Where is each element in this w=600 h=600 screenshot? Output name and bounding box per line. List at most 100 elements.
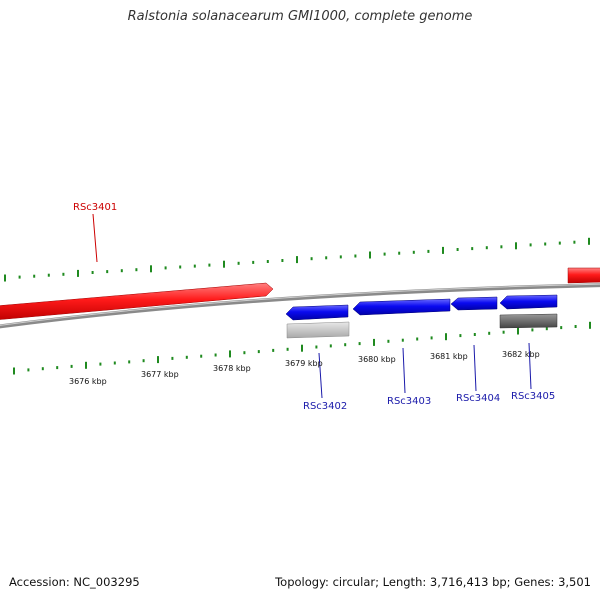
lower-tick bbox=[128, 360, 131, 364]
upper-tick bbox=[456, 248, 459, 251]
lower-tick bbox=[185, 355, 188, 359]
upper-tick bbox=[193, 264, 196, 268]
lower-tick bbox=[301, 344, 303, 352]
leader-rsc3403 bbox=[402, 347, 406, 394]
lower-tick bbox=[488, 331, 491, 335]
lower-tick bbox=[329, 344, 332, 348]
upper-tick bbox=[398, 251, 401, 255]
upper-tick bbox=[529, 243, 532, 247]
gene-arrow-rsc3402[interactable] bbox=[285, 304, 349, 321]
lower-tick bbox=[531, 328, 534, 332]
upper-tick bbox=[91, 271, 94, 274]
gene-arrow-rsc3405[interactable] bbox=[499, 294, 558, 310]
genome-backbone-highlight bbox=[0, 283, 600, 326]
upper-tick bbox=[62, 272, 65, 276]
scale-label-3678: 3678 kbp bbox=[213, 364, 251, 373]
upper-tick bbox=[544, 242, 547, 246]
lower-tick bbox=[545, 327, 548, 331]
gene-arrow-next-forward[interactable] bbox=[567, 267, 600, 284]
accession-text: Accession: NC_003295 bbox=[9, 575, 140, 589]
lower-tick bbox=[517, 327, 519, 335]
leader-rsc3404 bbox=[473, 344, 477, 392]
upper-tick bbox=[588, 237, 590, 245]
upper-tick bbox=[296, 256, 298, 264]
lower-tick bbox=[243, 351, 246, 355]
lower-tick bbox=[200, 354, 203, 358]
lower-tick bbox=[157, 356, 159, 364]
gene-label-rsc3403[interactable]: RSc3403 bbox=[387, 396, 431, 407]
leader-rsc3405 bbox=[528, 342, 532, 390]
lower-tick bbox=[70, 364, 73, 368]
upper-tick bbox=[120, 269, 123, 273]
upper-tick bbox=[164, 266, 167, 270]
scale-label-3679: 3679 kbp bbox=[285, 359, 323, 368]
upper-tick bbox=[573, 240, 576, 244]
gene-arrow-rsc3401[interactable] bbox=[0, 282, 274, 320]
upper-tick bbox=[135, 268, 138, 272]
lower-tick bbox=[85, 361, 87, 369]
upper-tick bbox=[150, 265, 152, 273]
lower-tick bbox=[315, 345, 318, 349]
lower-tick bbox=[459, 334, 462, 338]
gene-label-rsc3402[interactable]: RSc3402 bbox=[303, 401, 347, 412]
leader-rsc3401 bbox=[92, 213, 98, 263]
lower-tick bbox=[257, 350, 260, 354]
lower-tick bbox=[560, 326, 563, 330]
upper-tick bbox=[471, 247, 474, 251]
scale-label-3677: 3677 kbp bbox=[141, 370, 179, 379]
topology-summary: Topology: circular; Length: 3,716,413 bp… bbox=[275, 575, 591, 589]
genome-backbone bbox=[0, 283, 600, 329]
gene-label-rsc3401[interactable]: RSc3401 bbox=[73, 202, 117, 213]
lower-tick bbox=[445, 333, 447, 341]
lower-tick bbox=[214, 353, 217, 357]
lower-tick bbox=[272, 348, 275, 352]
upper-tick bbox=[106, 270, 109, 274]
lower-tick bbox=[574, 325, 577, 328]
upper-tick bbox=[252, 260, 255, 264]
upper-tick bbox=[266, 260, 269, 263]
upper-tick bbox=[33, 274, 36, 278]
lower-tick bbox=[589, 321, 591, 329]
feature-box-light[interactable] bbox=[286, 321, 350, 339]
lower-tick bbox=[502, 330, 505, 334]
gene-label-rsc3405[interactable]: RSc3405 bbox=[511, 391, 555, 402]
lower-tick bbox=[344, 343, 347, 347]
lower-tick bbox=[13, 367, 15, 375]
upper-tick bbox=[223, 260, 225, 268]
upper-tick bbox=[485, 246, 488, 250]
upper-tick bbox=[325, 256, 328, 260]
lower-tick bbox=[142, 359, 145, 363]
lower-tick bbox=[171, 356, 174, 360]
lower-tick bbox=[229, 350, 231, 358]
upper-tick bbox=[500, 245, 503, 249]
upper-tick bbox=[412, 250, 415, 254]
scale-label-3682: 3682 kbp bbox=[502, 350, 540, 359]
gene-arrow-rsc3403[interactable] bbox=[352, 298, 451, 316]
lower-tick bbox=[473, 333, 476, 336]
upper-tick bbox=[515, 242, 517, 250]
scale-label-3676: 3676 kbp bbox=[69, 377, 107, 386]
feature-box-dark[interactable] bbox=[499, 313, 558, 329]
upper-tick bbox=[77, 269, 79, 277]
lower-tick bbox=[416, 337, 419, 341]
lower-tick bbox=[56, 366, 59, 370]
lower-tick bbox=[387, 339, 390, 343]
lower-tick bbox=[27, 368, 30, 372]
lower-tick-row bbox=[13, 321, 591, 375]
upper-tick bbox=[179, 265, 182, 269]
gene-label-rsc3404[interactable]: RSc3404 bbox=[456, 393, 500, 404]
lower-tick bbox=[286, 347, 289, 351]
lower-tick bbox=[41, 367, 44, 371]
upper-tick bbox=[369, 251, 371, 259]
gene-arrow-rsc3404[interactable] bbox=[450, 296, 498, 311]
upper-tick bbox=[339, 255, 342, 259]
upper-tick bbox=[18, 275, 21, 279]
upper-tick bbox=[208, 263, 211, 267]
lower-tick bbox=[401, 338, 404, 342]
lower-tick bbox=[358, 342, 361, 346]
upper-tick bbox=[383, 252, 386, 256]
scale-label-3681: 3681 kbp bbox=[430, 352, 468, 361]
lower-tick bbox=[113, 361, 116, 365]
upper-tick bbox=[558, 241, 561, 245]
